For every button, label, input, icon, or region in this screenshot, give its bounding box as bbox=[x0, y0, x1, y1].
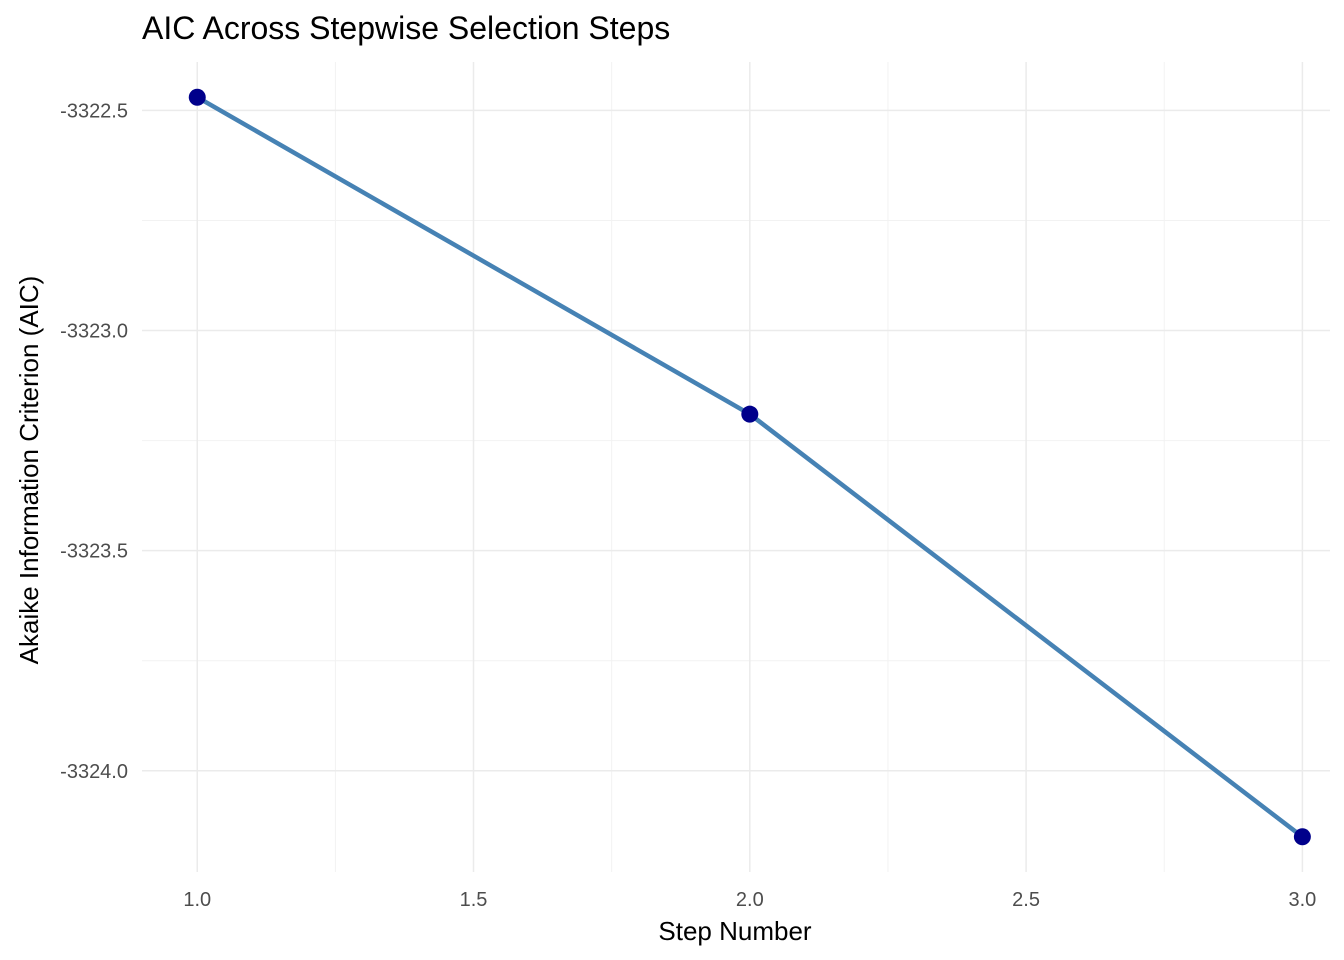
data-point bbox=[741, 405, 759, 423]
x-tick-label: 3.0 bbox=[1288, 889, 1316, 911]
y-tick-label: -3322.5 bbox=[60, 100, 128, 122]
data-point bbox=[188, 88, 206, 106]
minor-gridlines bbox=[142, 62, 1330, 872]
y-axis-title: Akaike Information Criterion (AIC) bbox=[14, 276, 44, 665]
y-tick-label: -3323.0 bbox=[60, 321, 128, 343]
x-tick-label: 2.0 bbox=[736, 889, 764, 911]
x-tick-label: 1.5 bbox=[460, 889, 488, 911]
series-aic bbox=[188, 88, 1311, 846]
x-tick-labels: 1.0 1.5 2.0 2.5 3.0 bbox=[183, 889, 1316, 911]
x-axis-title: Step Number bbox=[658, 916, 812, 946]
x-tick-label: 1.0 bbox=[183, 889, 211, 911]
y-tick-labels: -3322.5 -3323.0 -3323.5 -3324.0 bbox=[60, 100, 128, 782]
chart-title: AIC Across Stepwise Selection Steps bbox=[142, 10, 671, 46]
x-tick-label: 2.5 bbox=[1012, 889, 1040, 911]
data-point bbox=[1293, 828, 1311, 846]
major-gridlines bbox=[142, 62, 1330, 872]
y-tick-label: -3324.0 bbox=[60, 761, 128, 783]
y-tick-label: -3323.5 bbox=[60, 541, 128, 563]
